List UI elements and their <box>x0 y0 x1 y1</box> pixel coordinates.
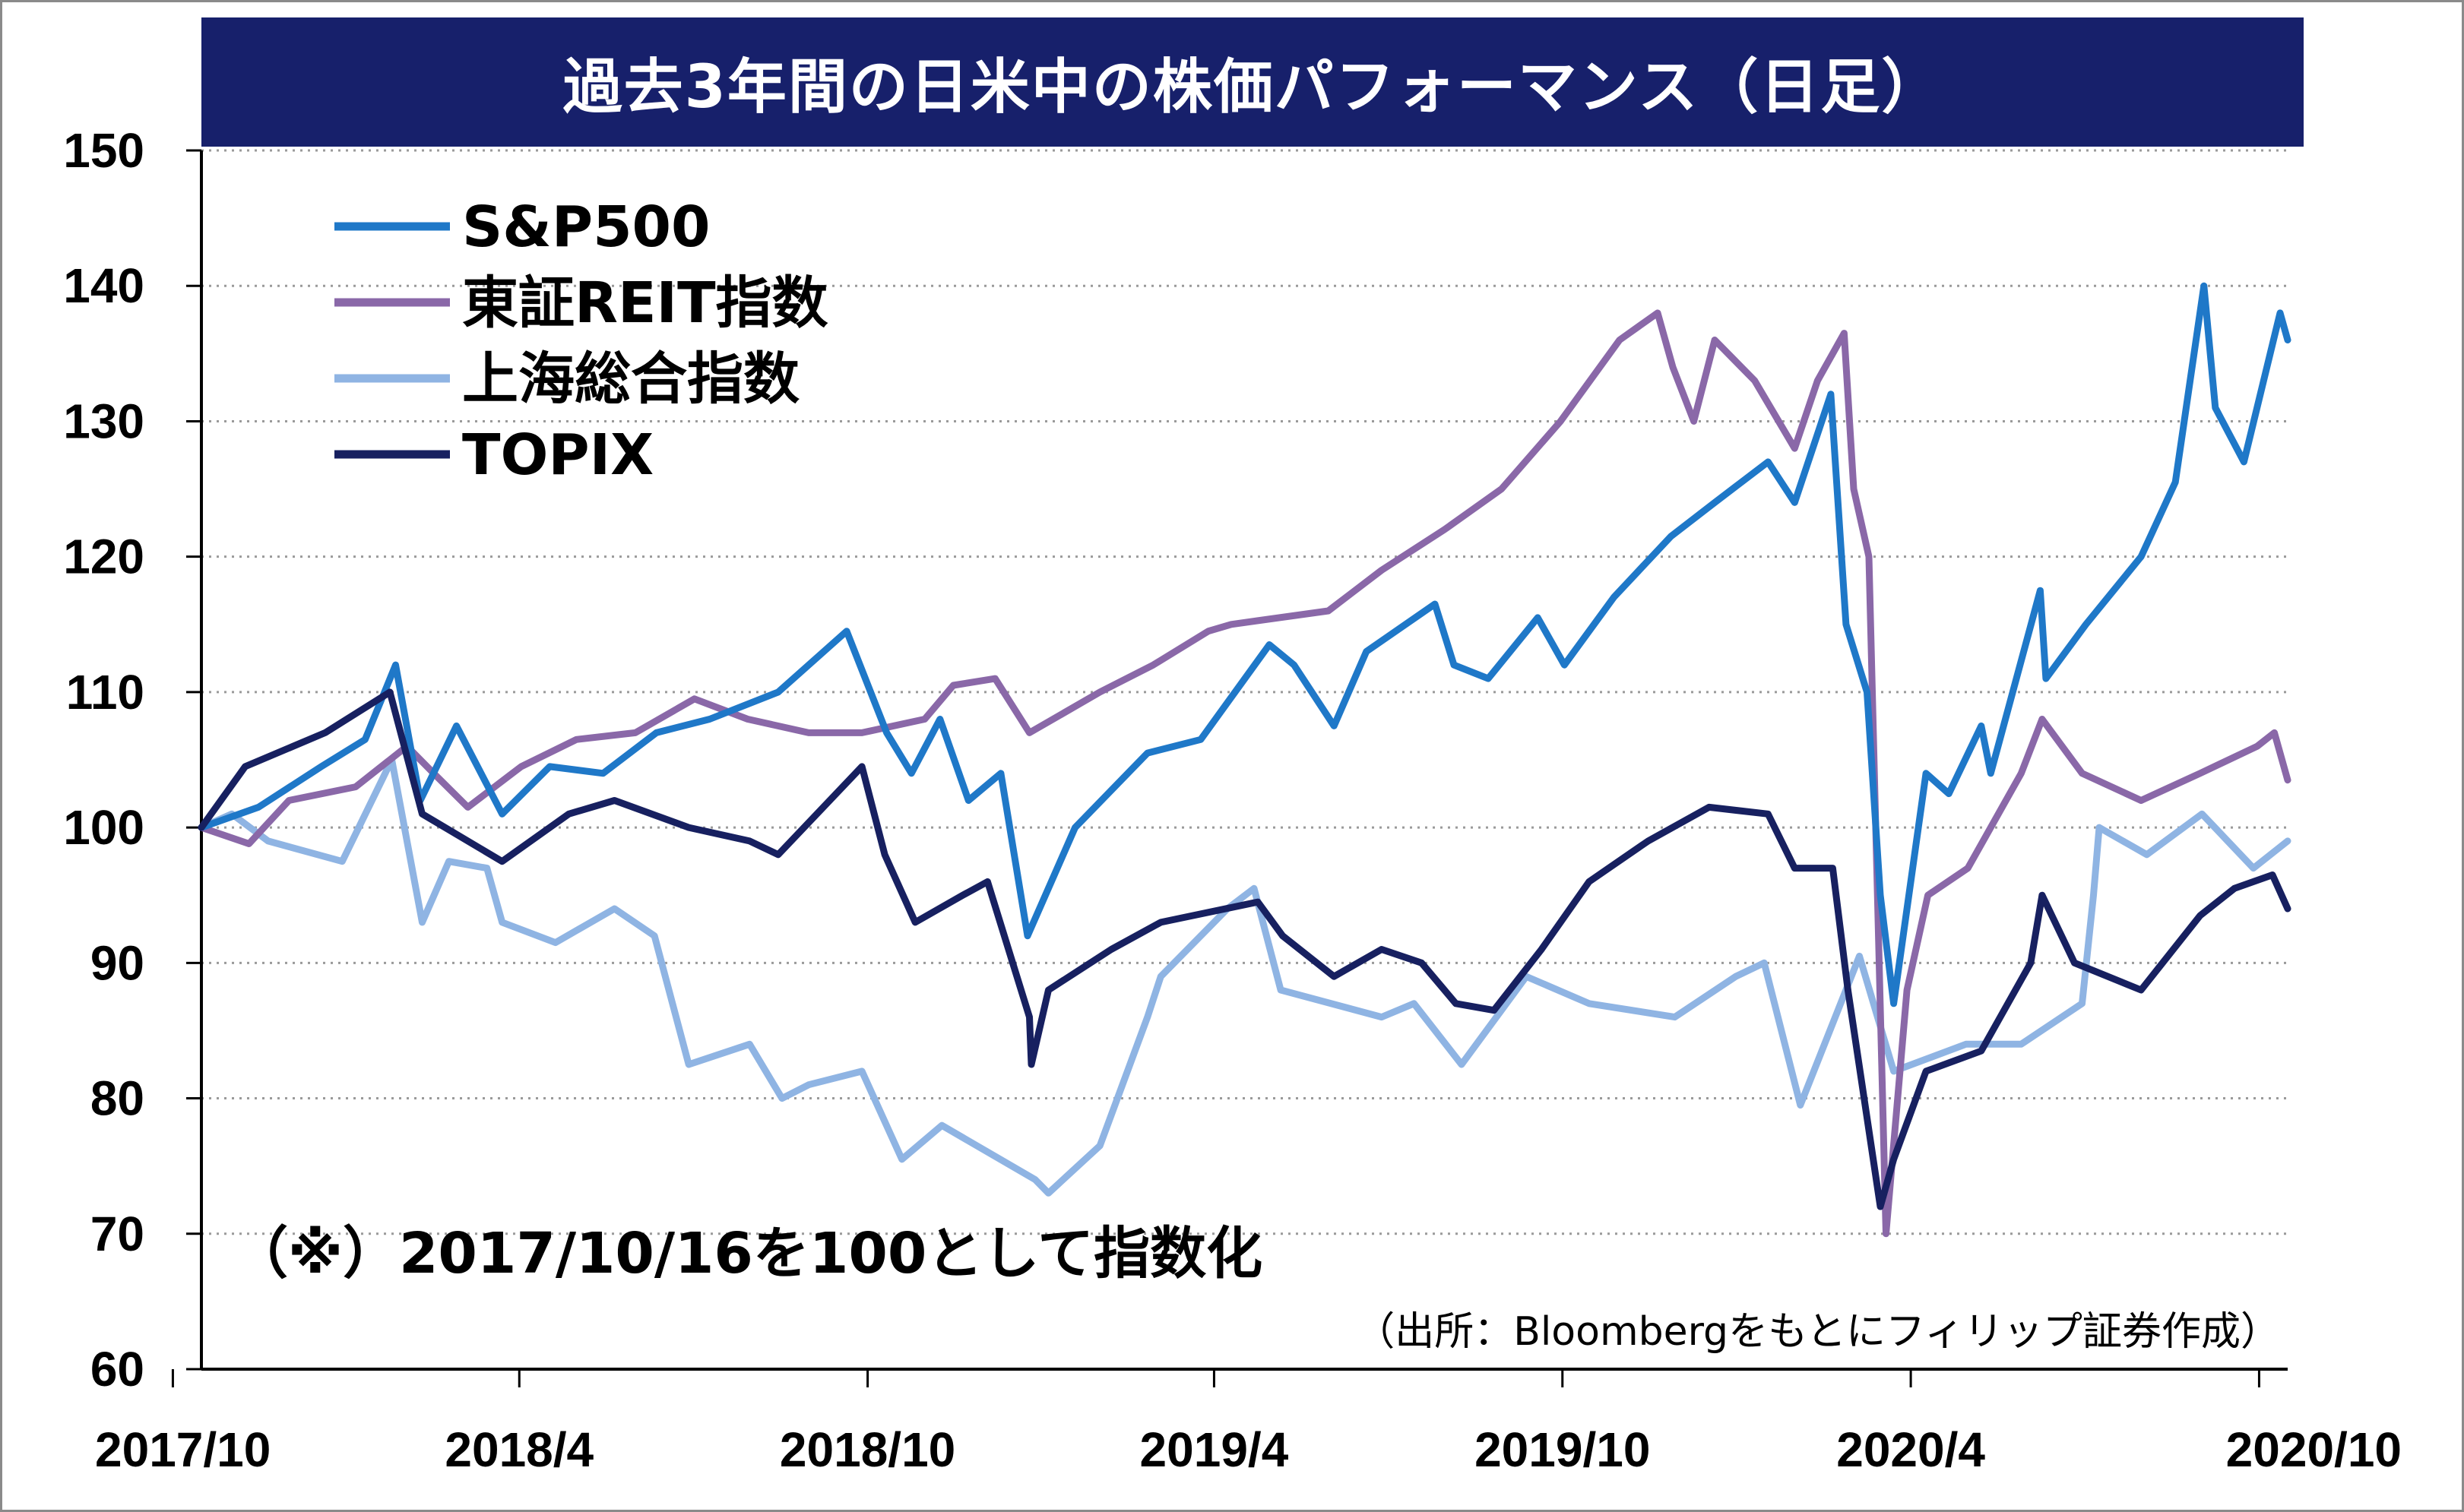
axes <box>171 149 2288 1387</box>
x-tick-label: 2019/10 <box>1474 1422 1650 1477</box>
series-lines <box>198 282 2291 1238</box>
source-note: （出所：Bloombergをもとにフィリップ証券作成） <box>1355 1309 2280 1355</box>
y-tick-label: 140 <box>63 258 144 313</box>
series-line <box>198 688 2291 1210</box>
legend-label: TOPIX <box>462 422 654 488</box>
y-tick-label: 90 <box>90 935 144 990</box>
legend-label: S&P500 <box>462 195 711 260</box>
x-tick-label: 2017/10 <box>95 1422 271 1477</box>
y-tick-label: 100 <box>63 800 144 855</box>
gridlines <box>201 149 2288 1235</box>
legend-label: 上海総合指数 <box>462 346 800 412</box>
x-tick-labels: 2017/10 2018/4 2018/10 2019/4 2019/10 2020/4 2… <box>95 1422 2402 1477</box>
y-tick-label: 130 <box>63 394 144 448</box>
x-tick-label: 2018/10 <box>780 1422 955 1477</box>
chart-title-bar: 過去3年間の日米中の株価パフォーマンス（日足） <box>201 17 2304 147</box>
y-tick-label: 110 <box>66 665 144 720</box>
series-line <box>198 756 2291 1197</box>
y-tick-label: 70 <box>90 1207 144 1261</box>
y-tick-label: 150 <box>63 123 144 178</box>
y-tick-labels: 150 140 130 120 110 100 90 80 70 60 <box>63 123 144 1397</box>
y-tick-label: 120 <box>63 530 144 584</box>
y-tick-label: 80 <box>90 1071 144 1126</box>
legend-label: 東証REIT指数 <box>462 270 828 336</box>
series-line <box>198 282 2291 1007</box>
x-tick-label: 2018/4 <box>445 1422 594 1477</box>
y-tick-label: 60 <box>90 1342 144 1397</box>
x-tick-label: 2019/4 <box>1140 1422 1289 1477</box>
x-tick-label: 2020/10 <box>2226 1422 2402 1477</box>
index-note: （※）2017/10/16を100として指数化 <box>232 1221 1262 1286</box>
x-tick-label: 2020/4 <box>1836 1422 1985 1477</box>
chart-title: 過去3年間の日米中の株価パフォーマンス（日足） <box>562 53 1943 122</box>
series-line <box>198 309 2291 1238</box>
